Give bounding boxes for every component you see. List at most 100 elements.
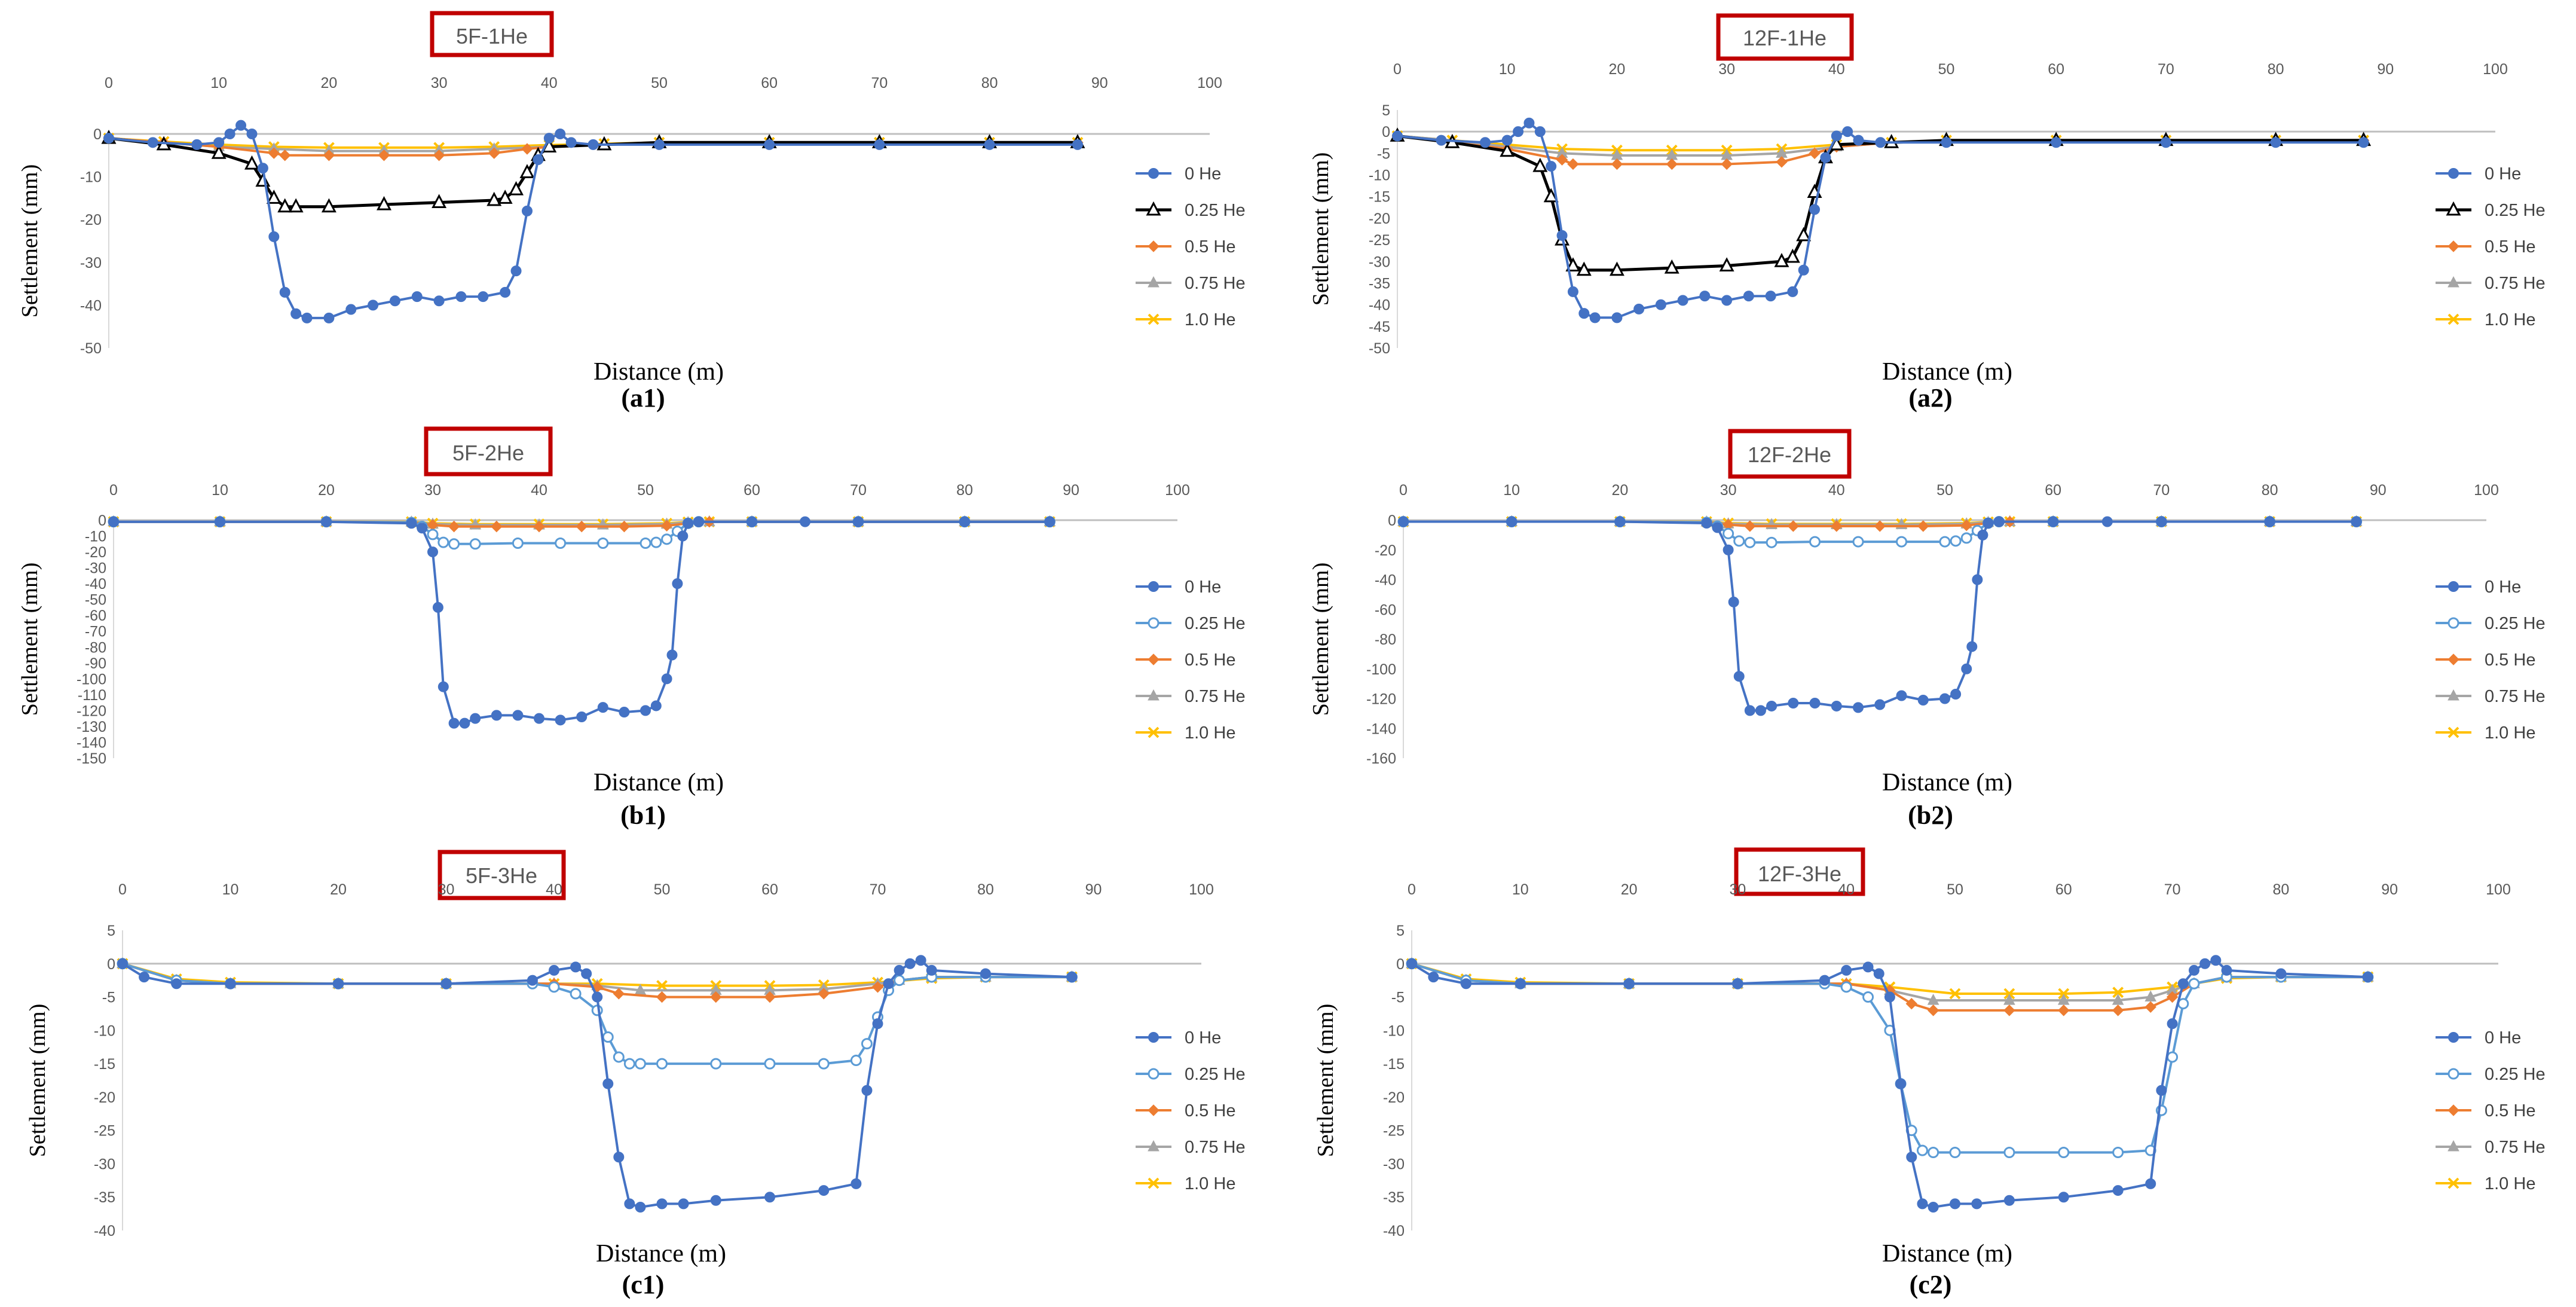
data-point — [576, 520, 588, 533]
x-tick-label: 80 — [977, 881, 994, 898]
y-tick-label: 0 — [1396, 956, 1405, 973]
data-point — [1723, 527, 1734, 539]
data-point — [139, 972, 150, 983]
data-point — [861, 1085, 873, 1096]
chart-title: 12F-1He — [1743, 26, 1827, 50]
x-tick-label: 70 — [871, 75, 888, 91]
data-point — [1875, 137, 1886, 148]
data-point — [1873, 968, 1884, 979]
y-tick-label: 5 — [1396, 923, 1405, 939]
series-0-5-He — [1397, 515, 2363, 532]
data-point — [1841, 964, 1852, 976]
x-tick-label: 80 — [2272, 881, 2289, 898]
legend: 0 He 0.25 He 0.5 He 0.75 He 1.0 He — [2436, 164, 2546, 329]
data-point — [438, 536, 449, 548]
x-tick-label: 50 — [654, 881, 671, 898]
data-point — [279, 149, 291, 161]
data-point — [894, 964, 905, 976]
y-tick-label: -35 — [1383, 1189, 1405, 1206]
y-tick-label: -50 — [85, 592, 106, 609]
x-tick-label: 10 — [1503, 482, 1520, 499]
data-point — [1666, 158, 1678, 170]
data-point — [509, 181, 524, 196]
legend-label: 0 He — [2485, 1028, 2521, 1048]
data-point — [345, 304, 357, 315]
y-tick-label: -35 — [1369, 275, 1390, 292]
data-point — [1971, 1198, 1983, 1210]
data-point — [1072, 139, 1083, 150]
data-point — [1796, 227, 1812, 242]
data-point — [678, 1198, 689, 1210]
data-point — [683, 518, 694, 529]
legend-label: 0.75 He — [1185, 1138, 1246, 1157]
panel-label: (c1) — [622, 1270, 665, 1299]
data-point — [623, 1058, 635, 1070]
x-tick-label: 100 — [1189, 881, 1214, 898]
data-point — [432, 194, 447, 209]
series-0-He — [103, 120, 1083, 323]
x-tick-label: 40 — [531, 482, 547, 499]
x-tick-label: 70 — [2153, 482, 2170, 499]
data-point — [1917, 694, 1929, 706]
data-point — [1532, 157, 1548, 172]
chart-title-box — [424, 426, 553, 477]
data-point — [2003, 1195, 2015, 1206]
data-point — [1755, 705, 1766, 716]
data-point — [215, 516, 225, 527]
series-0-He — [1398, 516, 2362, 716]
y-tick-label: -25 — [1383, 1123, 1405, 1140]
x-tick-label: 30 — [424, 482, 441, 499]
data-point — [1842, 126, 1853, 138]
x-tick-label: 10 — [1499, 61, 1516, 78]
x-tick-label: 10 — [212, 482, 228, 499]
y-tick-label: 0 — [107, 956, 115, 973]
y-tick-label: -60 — [85, 607, 106, 624]
data-point — [2188, 964, 2199, 976]
data-point — [984, 139, 995, 150]
data-point — [1611, 312, 1623, 323]
data-point — [2177, 978, 2189, 990]
x-tick-label: 0 — [109, 482, 118, 499]
legend-label: 0.75 He — [2485, 1138, 2546, 1157]
data-point — [2144, 990, 2157, 1002]
data-point — [527, 975, 538, 986]
series-0-He — [1406, 955, 2373, 1213]
y-tick-label: -130 — [77, 719, 106, 735]
data-point — [279, 286, 290, 298]
data-point — [1906, 1152, 1917, 1163]
data-point — [1460, 978, 1471, 990]
data-point — [1950, 1198, 1960, 1210]
data-point — [455, 291, 467, 303]
data-point — [1949, 988, 1961, 1000]
legend-marker — [2447, 617, 2459, 629]
chart-title: 5F-2He — [452, 441, 524, 465]
data-point — [1556, 230, 1568, 241]
data-point — [1565, 257, 1581, 272]
data-point — [1633, 303, 1645, 314]
legend-label: 0.5 He — [1185, 651, 1235, 670]
legend-marker — [2447, 276, 2459, 288]
data-point — [211, 144, 227, 159]
data-point — [1977, 529, 1988, 540]
data-point — [1960, 532, 1972, 544]
data-point — [1905, 998, 1917, 1010]
data-point — [1916, 1144, 1928, 1156]
x-tick-label: 60 — [2045, 482, 2061, 499]
data-point — [1534, 126, 1546, 138]
legend-marker — [2447, 1104, 2459, 1116]
y-tick-label: -20 — [80, 212, 102, 228]
data-point — [512, 710, 524, 721]
legend-label: 0.25 He — [2485, 1065, 2546, 1084]
legend-label: 0.25 He — [1185, 1065, 1246, 1084]
data-point — [491, 710, 502, 721]
legend-label: 0.5 He — [2485, 651, 2535, 670]
legend-marker — [2447, 654, 2459, 665]
data-point — [487, 191, 502, 206]
y-tick-label: -160 — [1366, 750, 1396, 767]
data-point — [1820, 152, 1831, 163]
data-point — [1950, 535, 1962, 547]
data-point — [235, 120, 247, 131]
legend-label: 0 He — [1185, 164, 1221, 184]
data-point — [1840, 981, 1852, 993]
